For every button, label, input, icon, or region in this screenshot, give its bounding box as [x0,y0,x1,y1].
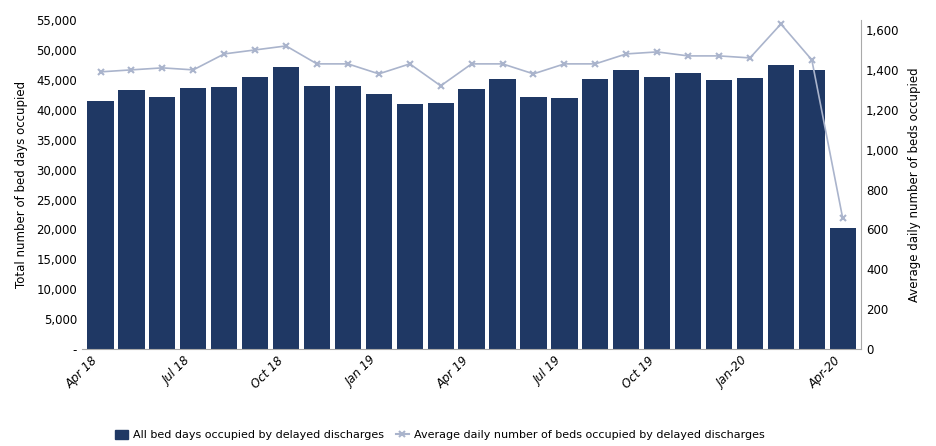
Average daily number of beds occupied by delayed discharges [837,216,848,221]
Bar [582,79,608,349]
Average daily number of beds occupied by delayed discharges [559,61,570,66]
Bar [520,97,547,349]
Bar [397,104,423,349]
Average daily number of beds occupied by delayed discharges [125,67,137,73]
Bar [551,98,578,349]
Bar [211,87,238,349]
Average daily number of beds occupied by delayed discharges [806,57,817,62]
Average daily number of beds occupied by delayed discharges [775,21,786,27]
Average daily number of beds occupied by delayed discharges [373,71,385,77]
Bar [706,80,732,349]
Line: Average daily number of beds occupied by delayed discharges: Average daily number of beds occupied by… [97,21,846,222]
Average daily number of beds occupied by delayed discharges [219,51,230,57]
Legend: All bed days occupied by delayed discharges, Average daily number of beds occupi: All bed days occupied by delayed dischar… [110,425,769,445]
Average daily number of beds occupied by delayed discharges [744,55,755,61]
Average daily number of beds occupied by delayed discharges [281,43,292,49]
Bar [273,67,300,349]
Average daily number of beds occupied by delayed discharges [250,47,261,53]
Average daily number of beds occupied by delayed discharges [312,61,323,66]
Average daily number of beds occupied by delayed discharges [651,49,663,54]
Bar [87,101,113,349]
Bar [459,89,485,349]
Bar [242,78,269,349]
Average daily number of beds occupied by delayed discharges [713,53,724,58]
Bar [798,70,825,349]
Bar [613,70,639,349]
Bar [675,73,701,349]
Bar [428,103,454,349]
Bar [335,87,361,349]
Bar [366,94,392,349]
Bar [304,86,330,349]
Average daily number of beds occupied by delayed discharges [435,83,446,88]
Average daily number of beds occupied by delayed discharges [187,67,198,73]
Average daily number of beds occupied by delayed discharges [343,61,354,66]
Bar [180,88,207,349]
Y-axis label: Total number of bed days occupied: Total number of bed days occupied [15,81,28,288]
Average daily number of beds occupied by delayed discharges [156,65,168,70]
Bar [737,78,763,349]
Average daily number of beds occupied by delayed discharges [404,61,416,66]
Y-axis label: Average daily number of beds occupied: Average daily number of beds occupied [908,67,921,302]
Average daily number of beds occupied by delayed discharges [95,69,106,74]
Average daily number of beds occupied by delayed discharges [590,61,601,66]
Bar [644,77,670,349]
Average daily number of beds occupied by delayed discharges [528,71,539,77]
Bar [829,228,856,349]
Bar [490,79,516,349]
Bar [768,65,794,349]
Average daily number of beds occupied by delayed discharges [621,51,632,57]
Average daily number of beds occupied by delayed discharges [497,61,508,66]
Bar [118,90,144,349]
Bar [149,97,175,349]
Average daily number of beds occupied by delayed discharges [466,61,477,66]
Average daily number of beds occupied by delayed discharges [682,53,694,58]
